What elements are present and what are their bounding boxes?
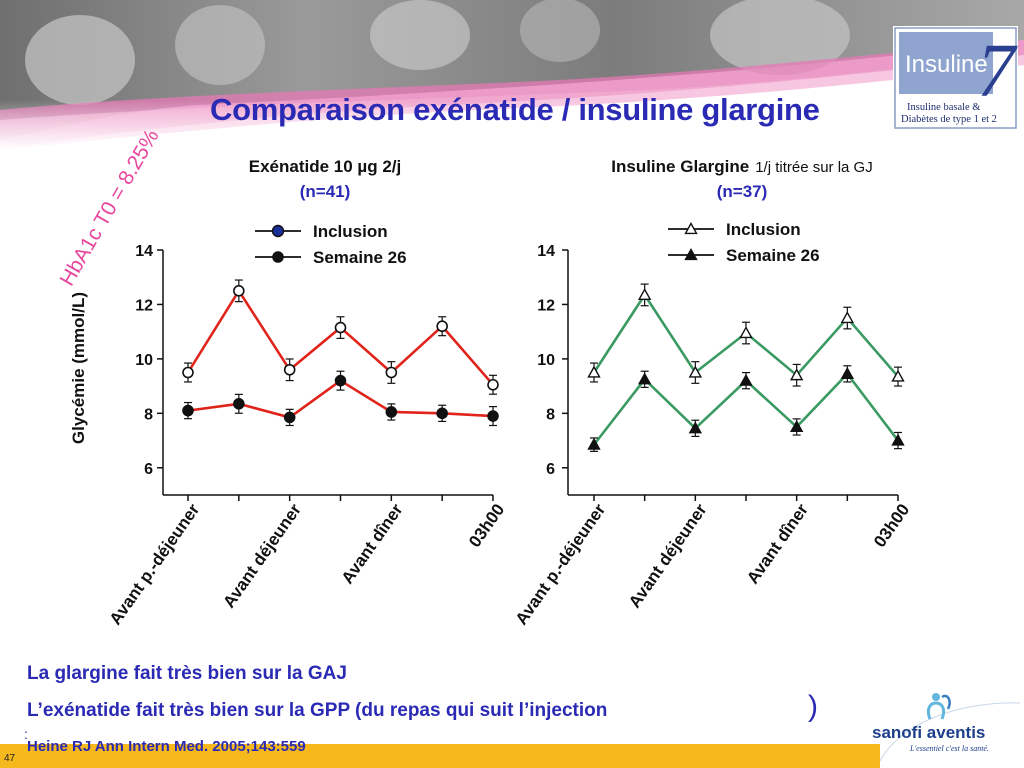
logo-line1: Insuline basale &: [907, 102, 980, 113]
data-point: [436, 320, 448, 333]
data-point: [891, 433, 905, 446]
data-point: [233, 398, 245, 410]
photo-banner: [0, 0, 1024, 150]
data-point: [283, 363, 296, 376]
legend-entry: Semaine 26: [255, 248, 407, 267]
data-point: [385, 406, 398, 418]
data-point: [891, 369, 905, 382]
data-point: [840, 366, 855, 379]
x-tick-label: Avant dîner: [743, 500, 812, 587]
bullet-mark: :: [24, 726, 28, 742]
legend-label: Inclusion: [726, 220, 801, 239]
sanofi-figure-icon: [926, 693, 951, 720]
x-tick-label: Avant p.-déjeuner: [512, 500, 610, 628]
x-tick-label: Avant dîner: [338, 500, 407, 587]
y-tick-label: 6: [144, 461, 153, 478]
data-point: [789, 368, 804, 381]
data-point: [840, 311, 855, 324]
chart-title: Insuline Glargine 1/j titrée sur la GJ: [611, 157, 872, 176]
legend-entry: Semaine 26: [668, 246, 820, 265]
insuline7-logo: Insuline 7 Insuline basale & Diabètes de…: [893, 26, 1018, 130]
data-point: [182, 366, 194, 379]
y-tick-label: 8: [144, 406, 153, 423]
sanofi-tagline: L'essentiel c'est la santé.: [909, 744, 989, 753]
chart-glargine: Insuline Glargine 1/j titrée sur la GJ (n=…: [512, 157, 914, 628]
legend-entry: Inclusion: [668, 220, 801, 239]
legend-marker: [684, 222, 698, 235]
chart-title-main: Insuline Glargine: [611, 157, 749, 176]
message-line-1: La glargine fait très bien sur la GAJ: [27, 663, 347, 684]
legend-marker: [271, 224, 285, 238]
data-point: [587, 437, 601, 450]
chart-title: Exénatide 10 µg 2/j: [249, 157, 401, 176]
chart-subtitle: (n=37): [717, 182, 768, 201]
chart-title-main: Exénatide 10 µg 2/j: [249, 157, 401, 176]
y-tick-label: 8: [546, 406, 555, 423]
data-point: [637, 287, 652, 301]
y-tick-label: 14: [537, 243, 555, 260]
charts: Exénatide 10 µg 2/j (n=41) Glycémie (mmol/…: [69, 157, 914, 628]
y-axis-label: Glycémie (mmol/L): [69, 292, 88, 444]
legend-label: Semaine 26: [313, 248, 407, 267]
y-tick-label: 10: [135, 352, 153, 369]
data-point: [487, 410, 499, 422]
data-point: [739, 373, 753, 386]
message-line-2: L’exénatide fait très bien sur la GPP (d…: [27, 700, 608, 721]
bottom-bar: [0, 744, 880, 768]
data-point: [688, 421, 703, 434]
legend-entry: Inclusion: [255, 222, 388, 241]
series-semaine-26: [587, 365, 905, 452]
x-tick-label: Avant déjeuner: [625, 500, 711, 611]
data-point: [334, 321, 347, 334]
legend-marker: [272, 251, 284, 263]
legend-label: Semaine 26: [726, 246, 820, 265]
data-point: [233, 285, 245, 297]
slide-title: Comparaison exénatide / insuline glargin…: [210, 92, 820, 127]
y-tick-label: 12: [135, 297, 153, 314]
data-point: [587, 365, 601, 378]
data-point: [182, 404, 194, 417]
y-tick-label: 14: [135, 243, 153, 260]
data-point: [789, 420, 804, 433]
logo-top-text: Insuline: [905, 51, 988, 78]
data-point: [637, 372, 652, 385]
y-tick-label: 12: [537, 297, 555, 314]
sanofi-aventis-logo: sanofi aventis L'essentiel c'est la sant…: [860, 683, 1021, 763]
series-inclusion: [182, 279, 499, 395]
data-point: [688, 365, 703, 378]
sanofi-brand: sanofi aventis: [872, 723, 985, 742]
closing-paren: ): [808, 690, 818, 723]
chart-title-suffix: 1/j titrée sur la GJ: [755, 159, 873, 176]
x-tick-label: 03h00: [465, 500, 508, 550]
chart-subtitle: (n=41): [300, 182, 351, 201]
data-point: [334, 374, 347, 387]
data-point: [283, 411, 296, 424]
chart-exenatide: Exénatide 10 µg 2/j (n=41) Glycémie (mmol/…: [69, 157, 508, 628]
logo-line2: Diabètes de type 1 et 2: [901, 114, 997, 125]
legend-marker: [684, 248, 698, 261]
data-point: [436, 407, 448, 420]
x-tick-label: Avant déjeuner: [219, 500, 305, 611]
reference-text: Heine RJ Ann Intern Med. 2005;143:559: [27, 738, 306, 755]
data-point: [385, 366, 398, 379]
data-point: [739, 326, 753, 339]
x-tick-label: Avant p.-déjeuner: [106, 500, 204, 628]
y-tick-label: 10: [537, 352, 555, 369]
y-tick-label: 6: [546, 461, 555, 478]
x-tick-label: 03h00: [870, 500, 913, 550]
logo-number: 7: [977, 29, 1018, 113]
legend-label: Inclusion: [313, 222, 388, 241]
series-inclusion: [587, 283, 905, 387]
series-semaine-26: [182, 370, 499, 427]
data-point: [487, 378, 499, 391]
page-number: 47: [4, 753, 16, 764]
